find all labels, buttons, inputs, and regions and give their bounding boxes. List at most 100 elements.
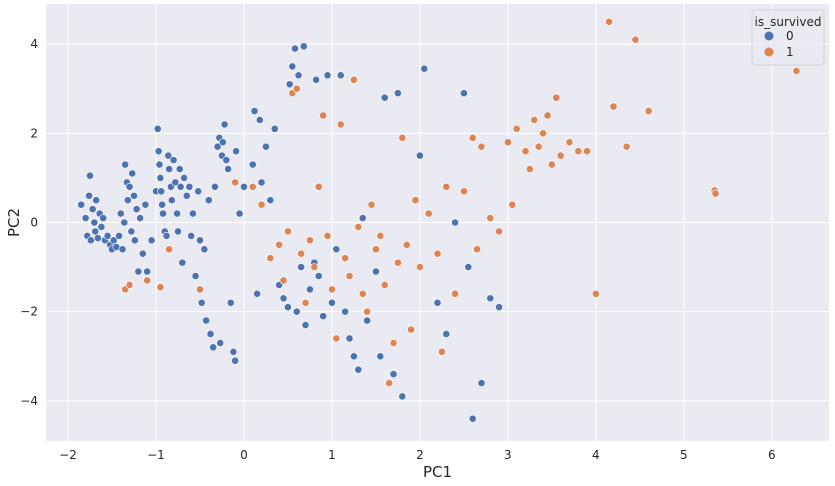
data-point-0 (306, 285, 314, 294)
data-point-1 (165, 245, 174, 254)
data-point-0 (372, 267, 380, 276)
data-point-0 (323, 71, 332, 80)
data-point-0 (162, 231, 171, 240)
data-point-0 (204, 196, 213, 205)
data-point-0 (158, 200, 167, 209)
data-point-0 (176, 182, 185, 191)
data-point-0 (209, 343, 218, 352)
data-point-0 (253, 289, 262, 298)
data-point-0 (231, 356, 240, 365)
data-point-1 (534, 142, 543, 151)
data-point-1 (530, 116, 539, 124)
data-point-1 (477, 142, 486, 151)
data-point-1 (367, 200, 376, 209)
data-point-0 (185, 182, 194, 191)
y-axis-label: PC2 (5, 208, 23, 237)
data-point-1 (468, 133, 477, 142)
data-point-1 (539, 129, 547, 138)
data-point-1 (451, 289, 459, 298)
legend-title: is_survived (755, 15, 822, 29)
data-point-0 (156, 174, 165, 182)
data-point-0 (128, 169, 137, 178)
data-point-1 (442, 182, 451, 191)
x-tick-label: 2 (416, 448, 424, 462)
data-point-1 (319, 111, 328, 120)
data-point-1 (503, 138, 512, 147)
data-point-1 (389, 338, 398, 347)
data-point-0 (350, 352, 358, 361)
data-point-0 (90, 218, 99, 227)
legend-label-1: 1 (786, 45, 794, 59)
data-point-1 (402, 240, 411, 249)
data-point-1 (495, 227, 503, 236)
data-point-1 (143, 276, 152, 285)
data-point-0 (99, 214, 108, 222)
data-point-0 (312, 75, 320, 84)
data-point-0 (394, 89, 402, 98)
x-tick-label: 3 (504, 448, 512, 462)
data-point-0 (285, 80, 294, 89)
data-point-0 (174, 227, 182, 236)
data-point-1 (473, 245, 481, 254)
data-point-1 (622, 142, 631, 151)
data-point-0 (97, 223, 106, 231)
x-tick-label: 5 (680, 448, 688, 462)
data-point-0 (191, 272, 200, 280)
data-point-1 (372, 245, 380, 254)
data-point-0 (345, 334, 354, 343)
data-point-0 (262, 142, 270, 151)
data-point-0 (147, 236, 156, 245)
data-point-0 (180, 174, 189, 182)
data-point-1 (328, 285, 336, 294)
y-axis-ticks: −4 −2 0 2 4 (20, 37, 38, 408)
data-point-0 (138, 249, 147, 258)
data-point-1 (376, 231, 385, 240)
gridlines (46, 4, 829, 441)
y-tick-label: −2 (20, 305, 38, 319)
data-point-0 (118, 245, 127, 254)
data-point-0 (213, 142, 222, 151)
data-point-1 (411, 196, 420, 205)
data-point-0 (155, 160, 164, 169)
data-point-0 (77, 200, 86, 209)
data-point-0 (125, 182, 134, 191)
data-point-0 (376, 352, 385, 361)
data-point-1 (394, 258, 402, 267)
data-point-0 (120, 218, 129, 227)
data-point-1 (196, 285, 204, 294)
data-point-0 (420, 64, 429, 73)
data-point-1 (363, 307, 372, 316)
data-point-0 (294, 71, 303, 80)
data-point-0 (332, 245, 341, 254)
data-point-1 (275, 240, 284, 249)
data-point-1 (292, 84, 301, 93)
data-point-0 (143, 267, 152, 276)
data-point-0 (164, 151, 173, 160)
data-point-1 (398, 133, 407, 142)
data-point-0 (109, 236, 118, 245)
data-point-1 (525, 165, 534, 173)
data-point-0 (299, 42, 308, 51)
data-point-0 (266, 196, 275, 205)
x-tick-label: 0 (240, 448, 248, 462)
data-point-0 (270, 124, 279, 133)
data-point-0 (206, 330, 215, 338)
data-point-0 (314, 272, 323, 280)
data-point-1 (711, 189, 720, 198)
data-point-1 (341, 254, 350, 263)
data-point-0 (301, 321, 310, 329)
data-point-1 (350, 75, 358, 84)
y-tick-label: −4 (20, 394, 38, 408)
data-point-1 (437, 347, 446, 356)
data-point-1 (257, 200, 266, 209)
y-tick-label: 2 (30, 126, 38, 140)
data-point-0 (211, 182, 219, 191)
data-point-0 (297, 263, 306, 271)
data-point-0 (86, 171, 94, 180)
data-point-0 (341, 307, 350, 316)
data-point-1 (609, 102, 618, 111)
data-point-0 (464, 263, 473, 271)
data-point-1 (591, 289, 600, 298)
data-point-1 (310, 263, 319, 271)
